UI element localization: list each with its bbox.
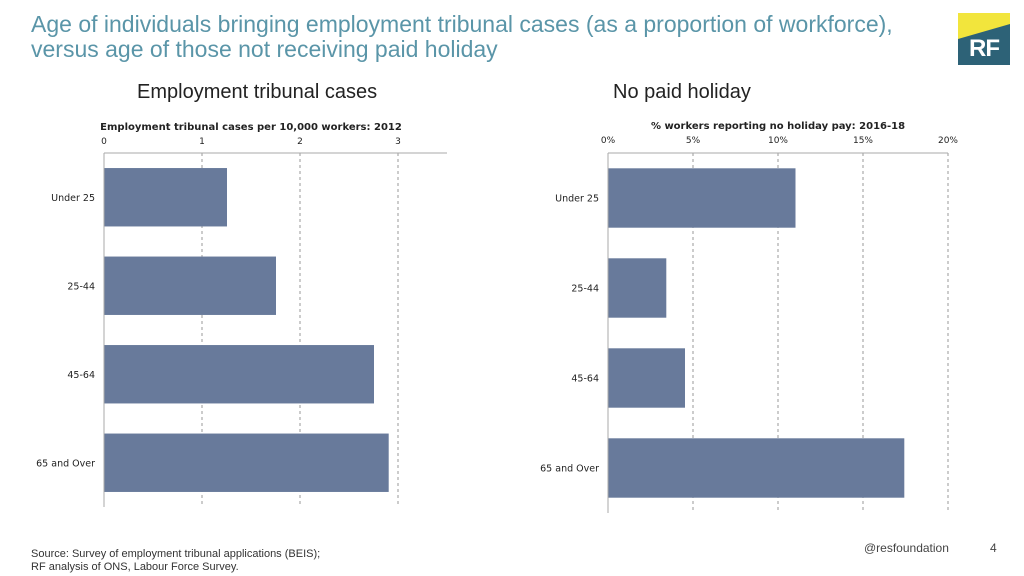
tick-label-5: 5%: [686, 136, 701, 146]
left-chart-heading: Employment tribunal cases: [137, 81, 378, 103]
bar-45-64: [608, 348, 685, 408]
bar-45-64: [104, 345, 374, 404]
tick-label-10: 10%: [768, 136, 788, 146]
source-note: Source: Survey of employment tribunal ap…: [31, 548, 320, 574]
category-label-45-64: 45-64: [571, 374, 599, 385]
page-title: Age of individuals bringing employment t…: [31, 12, 911, 62]
bar-25-44: [104, 256, 276, 315]
no-paid-holiday-chart: % workers reporting no holiday pay: 2016…: [540, 121, 958, 513]
source-line-2: RF analysis of ONS, Labour Force Survey.: [31, 561, 239, 573]
bar-65-and-over: [608, 438, 905, 498]
tick-label-3: 3: [395, 137, 401, 147]
tick-label-15: 15%: [853, 136, 873, 146]
bar-under-25: [608, 168, 796, 228]
tick-label-0: 0%: [601, 136, 616, 146]
tick-label-0: 0: [101, 137, 107, 147]
twitter-handle: @resfoundation: [864, 541, 949, 555]
tick-label-1: 1: [199, 137, 205, 147]
title-line-1: Age of individuals bringing employment t…: [31, 11, 893, 37]
category-label-25-44: 25-44: [67, 281, 95, 292]
logo-accent-shape: [958, 13, 1010, 39]
category-label-45-64: 45-64: [67, 370, 95, 381]
right-chart-heading: No paid holiday: [613, 81, 751, 103]
bar-under-25: [104, 168, 227, 227]
page-number: 4: [990, 541, 997, 555]
bar-25-44: [608, 258, 667, 318]
category-label-25-44: 25-44: [571, 284, 599, 295]
category-label-65-and-over: 65 and Over: [540, 464, 599, 475]
tick-label-20: 20%: [938, 136, 958, 146]
rf-logo: RF: [958, 13, 1010, 65]
title-line-2: versus age of those not receiving paid h…: [31, 36, 498, 62]
category-label-65-and-over: 65 and Over: [36, 458, 95, 469]
bar-65-and-over: [104, 433, 389, 492]
logo-text: RF: [969, 35, 1000, 62]
source-line-1: Source: Survey of employment tribunal ap…: [31, 548, 321, 560]
category-label-under-25: Under 25: [555, 194, 599, 205]
chart-title: % workers reporting no holiday pay: 2016…: [651, 121, 905, 132]
tick-label-2: 2: [297, 137, 303, 147]
chart-title: Employment tribunal cases per 10,000 wor…: [100, 122, 402, 133]
category-label-under-25: Under 25: [51, 193, 95, 204]
tribunal-cases-chart: Employment tribunal cases per 10,000 wor…: [36, 122, 447, 507]
